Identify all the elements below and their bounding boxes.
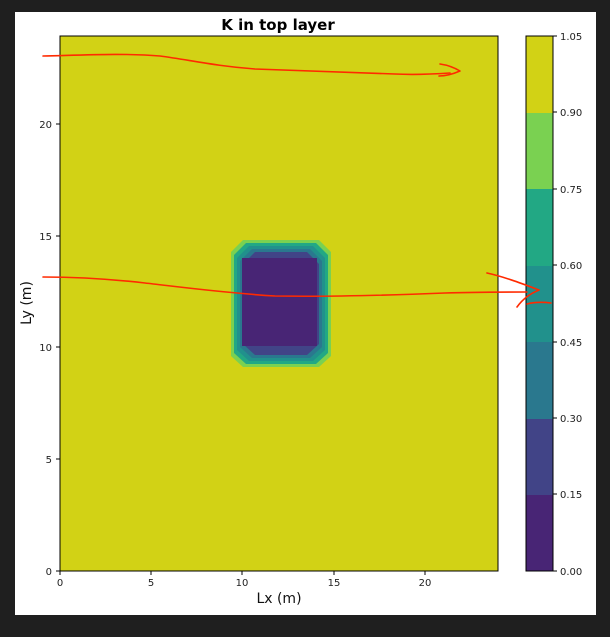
top-arrow-stroke <box>42 53 451 76</box>
x-axis-label: Lx (m) <box>256 591 301 607</box>
x-tick-label: 5 <box>148 578 154 589</box>
plot-area <box>59 35 499 572</box>
colorbar-label: 0.45 <box>560 338 582 349</box>
middle-arrow-head <box>486 272 540 308</box>
colorbar-label: 0.15 <box>560 490 582 501</box>
chart-title: K in top layer <box>221 16 335 34</box>
top-arrow-head <box>438 63 461 77</box>
x-tick-label: 10 <box>236 578 249 589</box>
colorbar-segment <box>526 36 553 113</box>
colorbar-segment <box>526 112 553 189</box>
colorbar: 0.00 0.15 0.30 0.45 0.60 0.75 0.90 1.05 <box>525 32 582 578</box>
colorbar-border <box>525 35 554 572</box>
middle-arrow-tail <box>526 301 552 305</box>
chart: K in top layer 0 5 10 1 <box>19 16 582 607</box>
colorbar-label: 0.90 <box>560 108 582 119</box>
y-tick-label: 5 <box>46 455 52 466</box>
colorbar-label: 0.30 <box>560 414 582 425</box>
colorbar-segment <box>526 189 553 266</box>
colorbar-label: 0.00 <box>560 567 582 578</box>
colorbar-label: 0.60 <box>560 261 582 272</box>
y-axis: 0 5 10 15 20 Ly (m) <box>19 120 60 578</box>
figure-frame: K in top layer 0 5 10 1 <box>15 12 596 615</box>
middle-arrow-stroke <box>42 276 528 298</box>
y-tick-label: 20 <box>39 120 52 131</box>
colorbar-segment <box>526 494 553 571</box>
x-tick-label: 20 <box>419 578 432 589</box>
low-k-inclusion <box>231 240 331 367</box>
colorbar-label: 0.75 <box>560 185 582 196</box>
x-tick-label: 15 <box>328 578 341 589</box>
plot-border <box>59 35 499 572</box>
y-tick-label: 15 <box>39 232 52 243</box>
inclusion-core <box>242 258 317 346</box>
y-tick-label: 0 <box>46 567 52 578</box>
colorbar-label: 1.05 <box>560 32 582 43</box>
x-axis: 0 5 10 15 20 Lx (m) <box>57 571 432 607</box>
red-annotations <box>42 53 552 308</box>
y-tick-label: 10 <box>39 343 52 354</box>
y-axis-label: Ly (m) <box>19 281 35 325</box>
x-tick-label: 0 <box>57 578 63 589</box>
colorbar-segment <box>526 418 553 495</box>
colorbar-segment <box>526 342 553 419</box>
